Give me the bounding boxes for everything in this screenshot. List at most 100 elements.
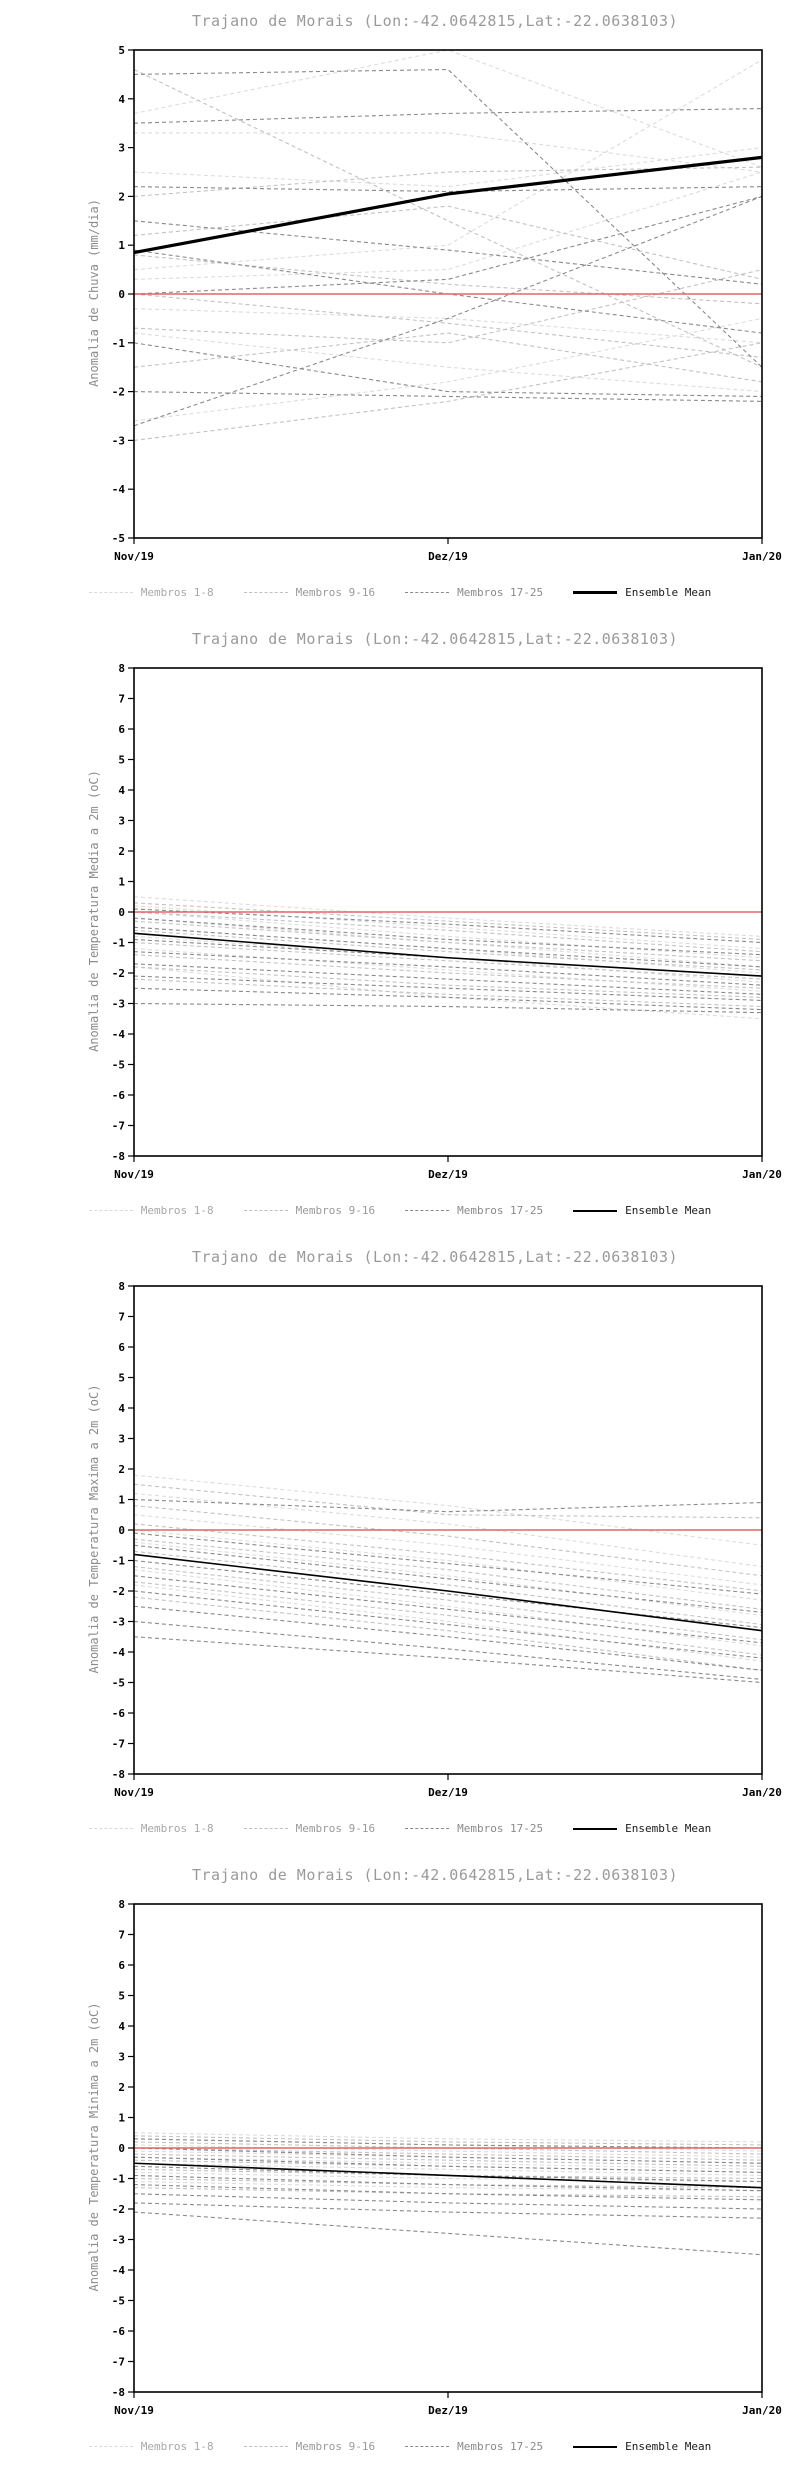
legend-member-line-sample: [88, 1828, 133, 1829]
legend-item: Membros 17-25: [405, 586, 543, 599]
y-tick-label: 1: [118, 2112, 125, 2125]
member-line: [133, 1575, 763, 1644]
member-line: [133, 220, 763, 285]
x-tick-label: Nov/19: [114, 2404, 154, 2417]
member-line: [133, 68, 763, 368]
member-line: [133, 1581, 763, 1656]
y-tick-label: 3: [118, 1433, 125, 1446]
x-tick-label: Jan/20: [742, 2404, 782, 2417]
chart-block: Trajano de Morais (Lon:-42.0642815,Lat:-…: [0, 1236, 800, 1854]
legend-label: Membros 1-8: [140, 2440, 214, 2453]
y-tick-label: 7: [118, 1929, 125, 1942]
member-line: [134, 132, 763, 173]
member-line: [133, 1002, 763, 1014]
y-tick-label: -3: [112, 434, 125, 447]
legend-label: Membros 17-25: [457, 1822, 544, 1835]
member-line: [133, 1584, 763, 1662]
legend-item: Membros 9-16: [243, 2440, 375, 2453]
y-tick-label: -1: [112, 937, 126, 950]
y-tick-label: -7: [112, 2356, 125, 2369]
x-tick-label: Dez/19: [428, 1168, 468, 1181]
y-tick-label: -3: [112, 1616, 125, 1629]
x-tick-label: Nov/19: [114, 1168, 154, 1181]
y-tick-label: 0: [118, 906, 125, 919]
member-line: [133, 1605, 763, 1671]
legend-label: Ensemble Mean: [625, 2440, 712, 2453]
legend-item: Membros 9-16: [243, 1822, 376, 1835]
plot-area: -8 -7 -6 -5 -4 -3 -2 -1 0 1 2 3 4 5 6 7 8 Nov/19 Dez/19 Jan…: [0, 1266, 800, 1818]
member-line: [133, 1529, 763, 1601]
plot-frame: [133, 1903, 763, 2393]
member-line: [133, 966, 763, 1020]
ensemble-mean-line: [133, 2162, 763, 2189]
member-line: [133, 317, 763, 422]
y-tick-label: 1: [118, 239, 125, 252]
y-tick-label: 5: [118, 1372, 125, 1385]
y-tick-label: -5: [112, 532, 125, 545]
y-tick-label: -4: [112, 483, 126, 496]
member-line: [133, 1538, 763, 1610]
member-line: [133, 69, 763, 368]
member-line: [133, 911, 763, 959]
legend-label: Membros 9-16: [295, 1822, 376, 1835]
plot-area: -8 -7 -6 -5 -4 -3 -2 -1 0 1 2 3 4 5 6 7 8 Nov/19 Dez/19 Jan…: [0, 1884, 800, 2436]
member-line: [133, 59, 763, 271]
y-tick-label: -2: [112, 967, 125, 980]
chart-block: Trajano de Morais (Lon:-42.0642815,Lat:-…: [0, 0, 800, 618]
legend-label: Membros 9-16: [295, 586, 376, 599]
y-tick-label: 5: [118, 754, 125, 767]
legend-label: Ensemble Mean: [625, 1822, 712, 1835]
member-line: [133, 332, 763, 393]
y-tick-label: -4: [112, 1028, 126, 1041]
legend-member-line-sample: [243, 1828, 288, 1829]
member-line: [133, 205, 763, 280]
x-tick-label: Dez/19: [428, 1786, 468, 1799]
y-tick-label: -2: [112, 386, 125, 399]
member-line: [133, 342, 763, 441]
x-tick-label: Jan/20: [742, 1168, 782, 1181]
chart-legend: Membros 1-8 Membros 9-16 Membros 17-25 Ense…: [0, 582, 800, 618]
member-line: [133, 1505, 763, 1577]
member-line: [133, 1550, 763, 1626]
legend-item: Membros 17-25: [405, 2440, 543, 2453]
y-tick-label: 3: [118, 142, 125, 155]
member-line: [133, 1532, 763, 1595]
legend-item: Ensemble Mean: [573, 2440, 711, 2453]
legend-member-line-sample: [88, 2446, 133, 2447]
member-line: [133, 1523, 763, 1592]
y-tick-label: 2: [118, 2081, 125, 2094]
member-line: [133, 332, 763, 383]
member-line: [133, 147, 763, 188]
chart-block: Trajano de Morais (Lon:-42.0642815,Lat:-…: [0, 1854, 800, 2472]
x-tick-label: Nov/19: [114, 1786, 154, 1799]
ensemble-mean-line: [133, 932, 763, 977]
member-line: [133, 966, 763, 998]
y-tick-label: -6: [112, 2325, 126, 2338]
member-line: [133, 1590, 763, 1659]
legend-label: Membros 1-8: [140, 1204, 214, 1217]
chart-block: Trajano de Morais (Lon:-42.0642815,Lat:-…: [0, 618, 800, 1236]
member-line: [133, 2147, 763, 2161]
legend-item: Membros 9-16: [243, 1204, 375, 1217]
chart-canvas: -8 -7 -6 -5 -4 -3 -2 -1 0 1 2 3 4 5 6 7 8 Nov/19 Dez/19 Jan…: [112, 1898, 782, 2417]
member-line: [133, 1566, 763, 1641]
y-tick-label: 4: [118, 2020, 125, 2033]
member-line: [133, 1620, 763, 1680]
legend-item: Membros 1-8: [88, 586, 214, 599]
y-tick-label: 1: [118, 876, 125, 889]
plot-area: -8 -7 -6 -5 -4 -3 -2 -1 0 1 2 3 4 5 6 7 8 Nov/19 Dez/19 Jan…: [0, 648, 800, 1200]
y-tick-label: 8: [118, 1280, 125, 1293]
legend-item: Membros 1-8: [88, 2440, 214, 2453]
legend-member-line-sample: [88, 1210, 133, 1211]
member-line: [133, 1596, 763, 1671]
y-tick-label: 6: [118, 1959, 125, 1972]
member-line: [133, 896, 763, 937]
x-tick-label: Dez/19: [428, 2404, 468, 2417]
legend-mean-line-sample: [573, 2445, 618, 2448]
x-tick-label: Jan/20: [742, 1786, 782, 1799]
legend-member-line-sample: [405, 1828, 450, 1829]
y-tick-label: -7: [112, 1120, 125, 1133]
y-tick-label: 7: [118, 1311, 125, 1324]
plot-frame: [133, 667, 763, 1157]
legend-label: Ensemble Mean: [625, 586, 712, 599]
